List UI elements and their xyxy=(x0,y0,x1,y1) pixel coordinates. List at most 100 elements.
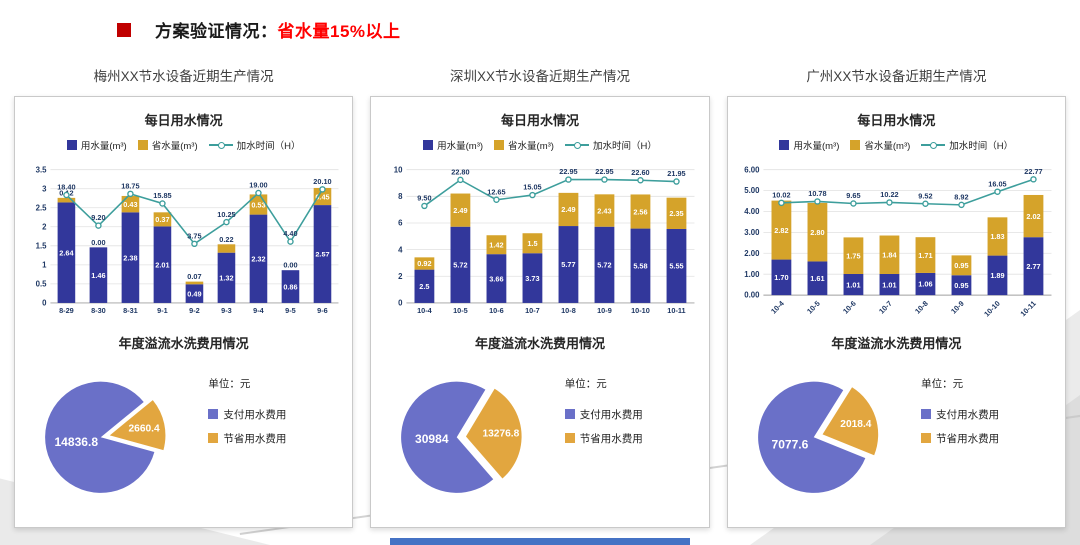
legend-label: 用水量(m³) xyxy=(80,141,127,152)
annual-pie-chart: 7077.6 2018.4 xyxy=(734,352,919,517)
line-point xyxy=(921,200,929,207)
x-tick-label: 10-11 xyxy=(1018,299,1037,318)
used-bar-label: 2.5 xyxy=(420,282,430,291)
line-point-label: 19.00 xyxy=(249,181,267,190)
pie-legend-label: 节省用水费用 xyxy=(223,432,287,445)
daily-chart-title: 每日用水情况 xyxy=(144,113,223,128)
line-point xyxy=(637,177,645,184)
line-point xyxy=(849,200,857,207)
y-tick-label: 6.00 xyxy=(744,165,760,174)
saved-swatch-icon xyxy=(850,140,861,150)
pie-legend-saved: 节省用水费用 xyxy=(564,431,703,446)
x-tick-label: 8-30 xyxy=(91,306,106,315)
pie-unit-label: 单位：元 xyxy=(208,377,251,390)
y-tick-label: 3.5 xyxy=(36,165,48,174)
used-swatch-icon xyxy=(779,140,790,150)
saved-bar xyxy=(414,257,435,270)
saved-bar-label: 0.95 xyxy=(954,261,968,270)
saved-bar xyxy=(771,200,791,260)
annual-pie-chart: 14836.8 2660.4 xyxy=(21,352,206,517)
line-point xyxy=(565,176,573,183)
saved-bar-label: 2.49 xyxy=(454,206,468,215)
used-bar-label: 3.73 xyxy=(526,274,540,283)
line-point xyxy=(1029,176,1037,183)
line-point-label: 9.52 xyxy=(918,191,932,200)
legend-label: 加水时间（H） xyxy=(592,141,657,152)
footer-blue-bar xyxy=(390,538,690,545)
saved-slice-label: 13276.8 xyxy=(483,428,520,439)
used-swatch-icon xyxy=(66,140,77,150)
saved-bar-label: 1.75 xyxy=(846,251,860,260)
legend-label: 省水量(m³) xyxy=(508,141,554,152)
legend-item-refill-time: 加水时间（H） xyxy=(564,138,657,152)
saved-cost-swatch-icon xyxy=(564,433,575,444)
daily-chart-title: 每日用水情况 xyxy=(857,113,936,128)
daily-chart-title: 每日用水情况 xyxy=(500,113,579,128)
line-point-label: 22.77 xyxy=(1024,167,1042,176)
line-point-label: 22.95 xyxy=(596,167,614,176)
saved-bar-label: 1.83 xyxy=(990,232,1004,241)
x-tick-label: 10-4 xyxy=(769,298,786,315)
legend-label: 省水量(m³) xyxy=(864,141,911,152)
used-bar xyxy=(450,226,471,303)
line-point-label: 8.92 xyxy=(954,192,968,201)
pie-legend-label: 支付用水费用 xyxy=(223,408,287,421)
line-swatch-icon xyxy=(208,141,233,149)
legend-item-used: 用水量(m³) xyxy=(66,138,127,152)
legend-label: 加水时间（H） xyxy=(949,141,1014,152)
line-point xyxy=(957,201,965,209)
used-bar-label: 1.61 xyxy=(810,274,824,283)
pie-legend-saved: 节省用水费用 xyxy=(208,431,346,446)
x-tick-label: 10-5 xyxy=(805,299,822,316)
used-bar xyxy=(121,212,140,303)
y-tick-label: 2 xyxy=(398,272,403,281)
used-bar xyxy=(666,228,687,303)
x-tick-label: 10-10 xyxy=(982,299,1002,319)
legend-label: 省水量(m³) xyxy=(151,141,198,152)
used-bar-label: 2.57 xyxy=(315,250,329,259)
line-point xyxy=(95,222,102,229)
saved-bar-label: 0.00 xyxy=(91,238,105,247)
pie-legend-paid: 支付用水费用 xyxy=(208,407,346,422)
line-point xyxy=(223,218,230,226)
saved-bar xyxy=(1023,194,1044,238)
saved-bar xyxy=(558,192,579,227)
saved-bar-label: 2.56 xyxy=(634,207,648,216)
used-bar-label: 0.95 xyxy=(954,281,968,290)
saved-swatch-icon xyxy=(494,140,505,150)
line-point-label: 10.22 xyxy=(880,190,898,199)
line-point xyxy=(159,200,166,207)
panel-guangzhou: 每日用水情况 用水量(m³) 省水量(m³) 加水时间（H） 6.00 5.00 4… xyxy=(726,96,1066,528)
saved-bar xyxy=(666,197,687,229)
used-bar-label: 5.55 xyxy=(670,262,684,271)
used-bar xyxy=(1023,237,1044,296)
annual-pie-section: 30984 13276.8 单位：元 支付用水费用 节省用水费用 xyxy=(377,352,702,517)
used-bar-label: 2.01 xyxy=(155,260,169,269)
saved-bar xyxy=(450,193,471,227)
x-tick-label: 10-4 xyxy=(417,306,433,315)
saved-bar-label: 0.22 xyxy=(219,235,233,244)
x-tick-label: 9-3 xyxy=(221,306,232,315)
used-bar-label: 5.58 xyxy=(634,261,648,270)
y-tick-label: 0 xyxy=(42,299,47,308)
daily-bar-chart: 6.00 5.00 4.00 3.00 2.00 1.00 0.00 1.70 2.82 10-4… xyxy=(734,154,1059,323)
line-point xyxy=(255,189,262,197)
x-tick-label: 10-7 xyxy=(525,306,540,315)
line-series xyxy=(424,178,677,207)
line-point-label: 3.75 xyxy=(187,231,201,240)
pie-legend-label: 节省用水费用 xyxy=(936,432,1000,445)
line-point-label: 18.75 xyxy=(121,181,139,190)
y-tick-label: 3 xyxy=(42,184,47,193)
line-point-label: 12.65 xyxy=(488,187,506,196)
line-point xyxy=(673,178,681,185)
y-tick-label: 2.00 xyxy=(744,249,760,258)
used-bar xyxy=(313,205,332,303)
used-bar xyxy=(522,253,543,303)
used-bar-label: 3.66 xyxy=(490,274,504,283)
y-tick-label: 6 xyxy=(398,219,403,228)
y-tick-label: 1 xyxy=(42,261,47,270)
pie-legend-saved: 节省用水费用 xyxy=(921,431,1059,446)
line-point-label: 4.40 xyxy=(283,229,297,238)
used-bar xyxy=(249,214,268,303)
